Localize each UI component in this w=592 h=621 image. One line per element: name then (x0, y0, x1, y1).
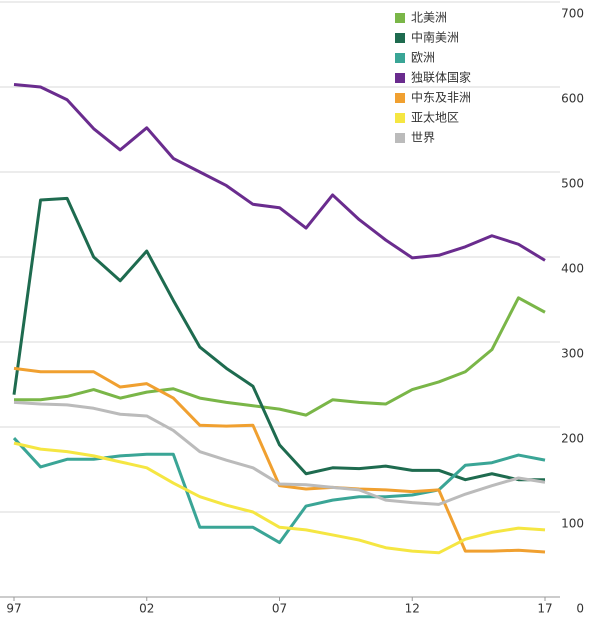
legend-label: 亚太地区 (411, 110, 459, 125)
legend-label: 独联体国家 (411, 70, 471, 85)
y-tick-label: 600 (561, 92, 584, 106)
legend-label: 北美洲 (411, 11, 447, 25)
legend-swatch (395, 113, 405, 123)
legend-label: 欧洲 (411, 51, 435, 65)
series-line (13, 441, 546, 555)
legend-swatch (395, 13, 405, 23)
series-line (13, 366, 546, 554)
y-tick-label: 700 (561, 7, 584, 21)
legend-swatch (395, 73, 405, 83)
x-tick-label: 12 (405, 602, 420, 616)
legend-swatch (395, 93, 405, 103)
legend-label: 中东及非洲 (411, 90, 471, 105)
x-tick-label: 02 (139, 602, 154, 616)
y-tick-label: 200 (561, 432, 584, 446)
y-tick-label: 400 (561, 262, 584, 276)
series-line (14, 296, 546, 417)
x-tick-label: 17 (537, 602, 552, 616)
series-line (12, 196, 545, 482)
legend-swatch (395, 33, 405, 43)
legend-label: 中南美洲 (411, 30, 459, 45)
x-tick-label: 97 (6, 602, 21, 616)
y-tick-label: 0 (576, 602, 584, 616)
y-tick-label: 100 (561, 517, 584, 531)
series-line (13, 400, 546, 506)
x-tick-label: 07 (272, 602, 287, 616)
legend-swatch (395, 133, 405, 143)
legend-swatch (395, 53, 405, 63)
y-tick-label: 500 (561, 177, 584, 191)
series-line (13, 82, 546, 262)
y-tick-label: 300 (561, 347, 584, 361)
legend-label: 世界 (411, 131, 435, 145)
